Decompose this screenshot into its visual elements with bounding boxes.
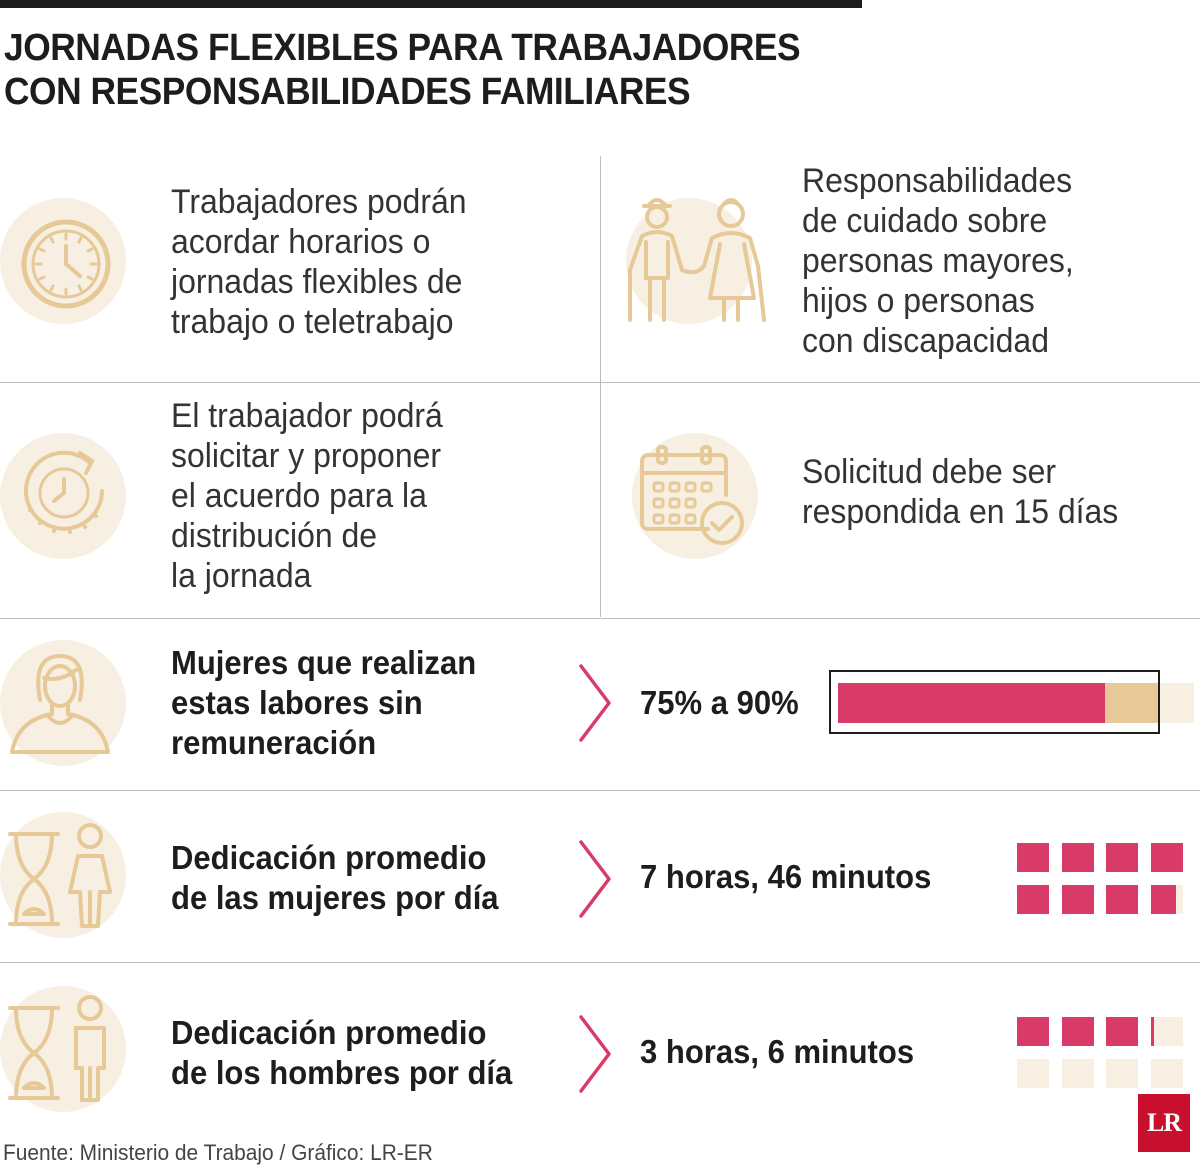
- chevron-right-icon: [579, 840, 611, 918]
- hour-square-empty: [1150, 1017, 1183, 1046]
- lr-logo: LR: [1138, 1094, 1190, 1152]
- stat-men-hours-label: Dedicación promedio de los hombres por d…: [171, 1014, 513, 1091]
- clock-refresh-icon: [24, 450, 104, 534]
- row-divider-2: [0, 618, 1200, 619]
- calendar-check-icon: [640, 445, 744, 545]
- hour-square-filled: [1106, 843, 1138, 872]
- elderly-couple-icon: [628, 198, 766, 322]
- clock-icon: [21, 219, 111, 309]
- cell-care-responsibilities-text: Responsabilidades de cuidado sobre perso…: [802, 162, 1074, 360]
- grid-divider-bottom: [600, 383, 601, 617]
- hour-square-filled: [1017, 885, 1049, 914]
- hour-square-filled: [1017, 843, 1049, 872]
- stat-women-hours-label: Dedicación promedio de las mujeres por d…: [171, 839, 499, 916]
- clock-icon-bg: [0, 198, 126, 324]
- grid-divider-top: [600, 156, 601, 382]
- stat-women-unpaid-label: Mujeres que realizan estas labores sin r…: [171, 644, 477, 761]
- chevron-right-icon: [579, 1015, 611, 1093]
- hour-square-filled: [1061, 1017, 1094, 1046]
- cell-request-proposal-text: El trabajador podrá solicitar y proponer…: [171, 397, 443, 595]
- hour-square-filled: [1061, 843, 1094, 872]
- hour-square-empty: [1017, 1059, 1049, 1088]
- title-line-1: JORNADAS FLEXIBLES PARA TRABAJADORES: [4, 27, 801, 69]
- hour-square-filled: [1017, 1017, 1049, 1046]
- hour-square-empty: [1106, 1059, 1138, 1088]
- source-note: Fuente: Ministerio de Trabajo / Gráfico:…: [3, 1140, 433, 1165]
- row-divider-1: [0, 382, 1200, 383]
- hourglass-woman-icon: [8, 823, 112, 928]
- row-divider-3: [0, 790, 1200, 791]
- hour-square-filled: [1106, 1017, 1138, 1046]
- stat-men-hours-value: 3 horas, 6 minutos: [640, 1033, 915, 1070]
- chevron-right-icon: [579, 664, 611, 742]
- hour-square-filled: [1150, 885, 1176, 914]
- hour-square-empty: [1150, 1059, 1183, 1088]
- hourglass-man-icon: [8, 995, 106, 1102]
- hour-square-filled: [1106, 885, 1138, 914]
- top-rule: [0, 0, 862, 8]
- hour-square-empty: [1061, 1059, 1094, 1088]
- page-title: JORNADAS FLEXIBLES PARA TRABAJADORES CON…: [4, 26, 934, 114]
- hour-square-filled: [1150, 843, 1183, 872]
- stat-women-hours-value: 7 horas, 46 minutos: [640, 858, 932, 895]
- stat-women-unpaid-value: 75% a 90%: [640, 684, 799, 721]
- hour-square-filled: [1061, 885, 1094, 914]
- woman-icon: [10, 654, 110, 754]
- cell-response-time-text: Solicitud debe ser respondida en 15 días: [802, 453, 1119, 531]
- hour-square-filled: [1150, 1017, 1154, 1046]
- cell-flexible-hours-text: Trabajadores podrán acordar horarios o j…: [171, 183, 467, 341]
- range-bar-low: [838, 683, 1105, 723]
- row-divider-4: [0, 962, 1200, 963]
- title-line-2: CON RESPONSABILIDADES FAMILIARES: [4, 71, 691, 113]
